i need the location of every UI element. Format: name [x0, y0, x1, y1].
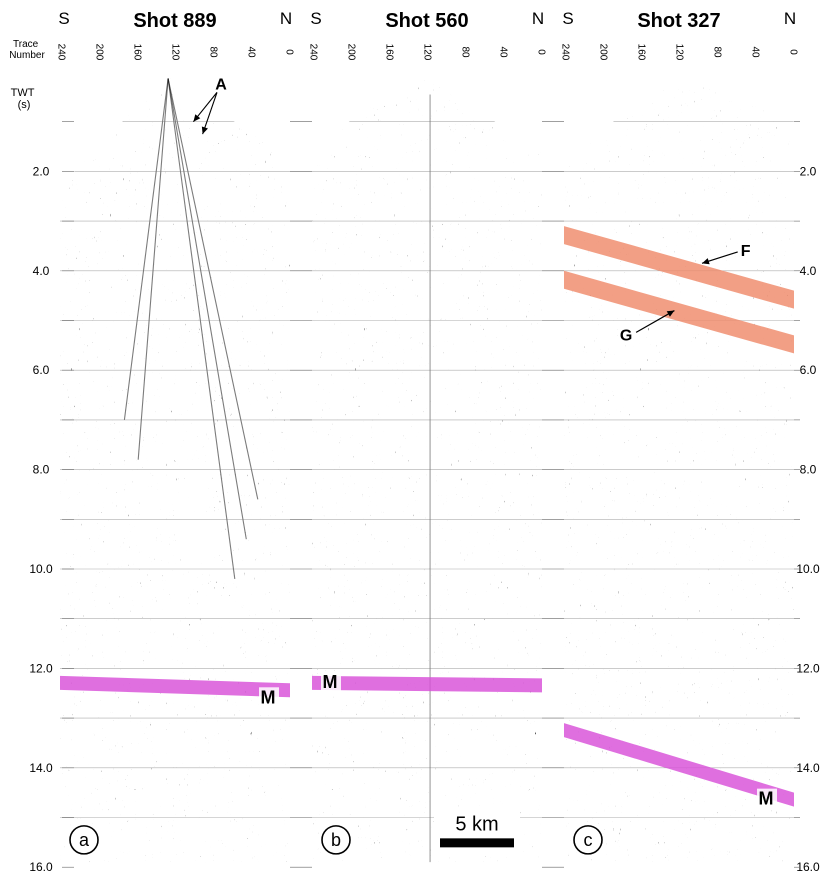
trace-tick: 40: [245, 46, 256, 58]
label-m-a: M: [261, 687, 276, 707]
south-label-b: S: [310, 9, 321, 28]
south-label-c: S: [562, 9, 573, 28]
trace-tick: 40: [497, 46, 508, 58]
seismic-section-c: [564, 74, 794, 863]
trace-tick: 240: [307, 44, 318, 61]
label-m-b: M: [323, 672, 338, 692]
north-label-a: N: [280, 9, 292, 28]
twt-line1: TWT: [11, 87, 35, 99]
time-tick-left: 16.0: [29, 860, 53, 872]
trace-tick: 240: [55, 44, 66, 61]
trace-tick: 200: [597, 44, 608, 61]
trace-tick: 0: [283, 49, 294, 55]
time-tick-left: 12.0: [29, 661, 53, 675]
trace-tick: 240: [559, 44, 570, 61]
trace-tick: 120: [169, 44, 180, 61]
band-g-c: [564, 270, 794, 354]
trace-tick: 200: [93, 44, 104, 61]
trace-tick: 160: [383, 44, 394, 61]
label-m-c: M: [759, 789, 774, 809]
time-tick-right: 4.0: [800, 264, 817, 278]
trace-tick: 40: [749, 46, 760, 58]
panel-title-b: Shot 560: [385, 10, 468, 32]
panel-c: S N Shot 327 240 200 160 120 80 40 0: [559, 9, 798, 863]
twt-label: TWT (s): [11, 87, 38, 111]
time-tick-left: 8.0: [33, 463, 50, 477]
time-tick-left: 4.0: [33, 264, 50, 278]
trace-tick: 160: [131, 44, 142, 61]
scale-bar-label: 5 km: [455, 813, 498, 835]
panel-a: S N Shot 889 240 200 160 120 80 40 0: [55, 9, 294, 863]
trace-tick: 200: [345, 44, 356, 61]
trace-tick: 80: [711, 46, 722, 58]
panel-letter-a: a: [79, 830, 90, 850]
trace-tick: 0: [787, 49, 798, 55]
time-tick-right: 12.0: [796, 661, 820, 675]
seismic-section-b: [312, 74, 542, 863]
time-tick-right: 10.0: [796, 562, 820, 576]
twt-line2: (s): [18, 99, 31, 111]
panel-b: S N Shot 560 240 200 160 120 80 40 0: [307, 9, 546, 863]
time-tick-right: 2.0: [800, 164, 817, 178]
time-tick-left: 6.0: [33, 363, 50, 377]
panel-letter-circle-c: [573, 825, 603, 855]
time-tick-left: 14.0: [29, 761, 53, 775]
trace-tick: 0: [535, 49, 546, 55]
north-label-b: N: [532, 9, 544, 28]
trace-number-label: Trace Number: [9, 39, 45, 61]
trace-tick: 120: [673, 44, 684, 61]
panel-letter-circle-b: [321, 825, 351, 855]
panel-title-a: Shot 889: [133, 10, 216, 32]
time-tick-left: 2.0: [33, 164, 50, 178]
label-f: F: [741, 243, 751, 260]
trace-tick: 80: [459, 46, 470, 58]
north-label-c: N: [784, 9, 796, 28]
time-tick-right: 6.0: [800, 363, 817, 377]
seismic-section-a: [60, 74, 290, 863]
time-tick-right: 16.0: [796, 860, 820, 872]
scale-bar: [440, 838, 514, 848]
panel-letter-b: b: [331, 830, 341, 850]
band-m-a: [60, 675, 290, 698]
arrow-a: [202, 92, 218, 135]
time-tick-left: 10.0: [29, 562, 53, 576]
trace-tick: 120: [421, 44, 432, 61]
arrow-g: [635, 310, 675, 333]
band-f-c: [564, 226, 794, 309]
panel-letter-c: c: [584, 830, 593, 850]
panel-letter-circle-a: [69, 825, 99, 855]
south-label-a: S: [58, 9, 69, 28]
panel-title-c: Shot 327: [637, 10, 720, 32]
time-tick-right: 8.0: [800, 463, 817, 477]
trace-tick: 160: [635, 44, 646, 61]
trace-tick: 80: [207, 46, 218, 58]
trace-number-line2: Number: [9, 50, 45, 61]
trace-number-line1: Trace: [13, 39, 39, 50]
band-m-b: [312, 675, 542, 693]
band-m-c: [564, 723, 794, 807]
label-a-annotation: A: [215, 76, 227, 93]
label-g: G: [620, 327, 632, 344]
time-tick-right: 14.0: [796, 761, 820, 775]
